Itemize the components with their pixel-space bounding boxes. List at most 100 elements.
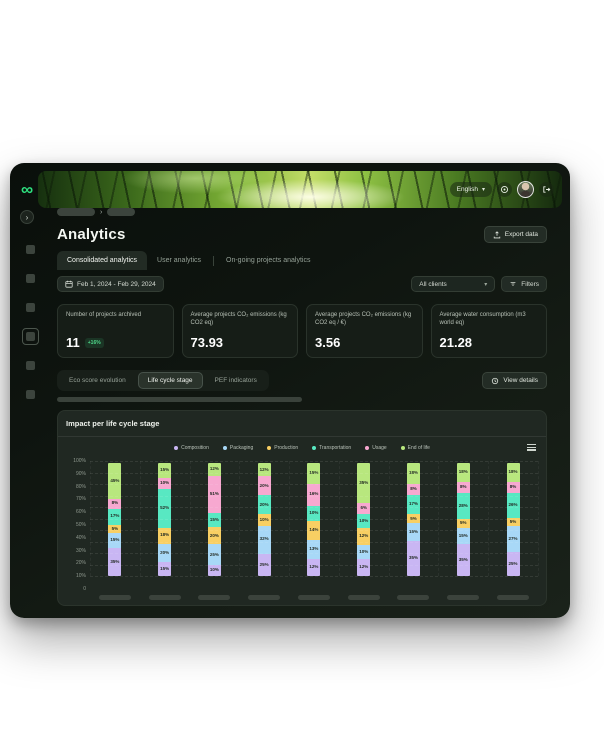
bar-segment-value: 5%: [111, 525, 119, 531]
sidebar-collapse-button[interactable]: ›: [20, 210, 34, 224]
bar-segment-value: 25%: [259, 561, 269, 567]
stat-value-row: 73.93: [191, 335, 290, 350]
chevron-down-icon: ▾: [481, 187, 485, 193]
sidebar-item[interactable]: [21, 328, 39, 345]
sidebar-item[interactable]: [22, 270, 39, 287]
gridline: [488, 461, 490, 576]
bar-segment-value: 17%: [408, 501, 418, 507]
bar-segment-value: 8%: [509, 484, 517, 490]
bar-segment-transportation: 10%: [307, 505, 321, 521]
legend-item-packaging: Packaging: [222, 445, 253, 451]
tab-on-going-projects-analytics[interactable]: On-going projects analytics: [226, 257, 311, 264]
filters-button[interactable]: Filters: [501, 276, 547, 292]
chevron-right-icon: ›: [100, 208, 103, 216]
legend-dot: [312, 446, 317, 450]
stacked-bar[interactable]: 25% 32% 10% 20% 20% 12%: [257, 463, 271, 576]
stacked-bar[interactable]: 12% 13% 14% 10% 16% 15%: [307, 463, 321, 576]
toggle-eco-score-evolution[interactable]: Eco score evolution: [69, 377, 126, 384]
chart-view-toggle: Eco score evolution Life cycle stage PEF i…: [57, 370, 269, 391]
gridline: [90, 541, 538, 543]
bar-segment-usage: 10%: [158, 477, 172, 489]
bar-segment-composition: 35%: [456, 543, 470, 576]
toggle-pef-indicators[interactable]: PEF indicators: [214, 377, 257, 384]
settings-icon[interactable]: [497, 182, 512, 197]
bar-segment-value: 10%: [359, 548, 369, 554]
bar-segment-value: 25%: [209, 551, 219, 557]
stacked-bar[interactable]: 12% 10% 12% 10% 6% 35%: [357, 463, 371, 576]
sidebar-nav: [17, 241, 43, 403]
export-data-label: Export data: [504, 231, 538, 238]
bar-segment-production: 12%: [357, 528, 371, 545]
bar-segment-end-of-life: 15%: [307, 463, 321, 484]
bar-segment-end-of-life: 35%: [357, 463, 371, 504]
gridline: [90, 484, 538, 485]
chart-title: Impact per life cycle stage: [66, 419, 160, 428]
bar-segment-composition: 15%: [158, 561, 172, 576]
bar-segment-usage: 16%: [307, 483, 321, 506]
user-avatar[interactable]: [517, 181, 534, 198]
x-axis-label-skeleton: [297, 595, 330, 600]
tab-consolidated-analytics[interactable]: Consolidated analytics: [57, 251, 148, 270]
y-tick-label: 70%: [75, 496, 86, 503]
y-tick-label: 30%: [75, 547, 86, 554]
stacked-bar[interactable]: 35% 15% 5% 17% 8% 18%: [406, 463, 420, 576]
bar-segment-value: 8%: [459, 484, 467, 490]
sidebar-item-icon: [25, 332, 35, 341]
gridline: [239, 461, 241, 576]
client-select-value: All clients: [419, 280, 447, 288]
tab-divider: [213, 255, 215, 266]
bar-segment-value: 14%: [309, 527, 319, 533]
tab-user-analytics[interactable]: User analytics: [157, 257, 202, 264]
stat-label: Average water consumption (m3 world eq): [439, 312, 526, 326]
bar-segment-value: 15%: [160, 565, 170, 571]
bar-segment-value: 15%: [110, 536, 120, 542]
sidebar-item[interactable]: [22, 241, 39, 258]
bar-segment-value: 15%: [309, 470, 319, 476]
x-axis-label-skeleton: [397, 595, 430, 600]
sidebar-item[interactable]: [22, 386, 39, 403]
legend-dot: [365, 446, 370, 450]
bar-segment-transportation: 20%: [257, 495, 271, 515]
gridline: [338, 461, 340, 576]
divider: [58, 436, 546, 437]
bar-segment-usage: 8%: [506, 481, 520, 493]
bar-segment-value: 15%: [209, 516, 219, 522]
sidebar-item[interactable]: [22, 299, 39, 316]
chart-menu-icon[interactable]: [527, 444, 536, 451]
bar-segment-packaging: 15%: [456, 527, 470, 544]
view-details-label: View details: [503, 377, 538, 384]
y-tick-label: 0: [83, 586, 86, 592]
stacked-bar[interactable]: 15% 20% 18% 52% 10% 15%: [158, 463, 172, 576]
sidebar-item-icon: [25, 274, 35, 283]
logout-icon[interactable]: [539, 182, 554, 197]
y-axis: 100% 90% 80% 70% 60% 50% 40% 30% 20% 10% 0: [66, 458, 90, 592]
bar-segment-value: 13%: [309, 546, 319, 552]
breadcrumb-skeleton: [57, 208, 95, 216]
stacked-bar[interactable]: 35% 15% 5% 28% 8% 18%: [456, 463, 470, 576]
sidebar-item[interactable]: [22, 357, 39, 374]
view-details-button[interactable]: View details: [482, 372, 547, 389]
export-data-button[interactable]: Export data: [483, 226, 547, 243]
bar-segment-value: 35%: [408, 555, 418, 561]
toggle-life-cycle-stage[interactable]: Life cycle stage: [137, 372, 203, 389]
stat-label: Number of projects archived: [66, 312, 142, 318]
y-tick-label: 80%: [75, 483, 86, 490]
language-label: English: [456, 186, 478, 193]
bar-segment-packaging: 13%: [307, 540, 321, 559]
bar-segment-value: 32%: [259, 536, 269, 542]
bar-segment-usage: 51%: [207, 475, 221, 513]
client-select[interactable]: All clients ▾: [411, 276, 496, 292]
bar-segment-value: 18%: [508, 469, 518, 475]
stacked-bar[interactable]: 35% 15% 5% 17% 8% 45%: [108, 463, 122, 576]
language-select[interactable]: English ▾: [449, 182, 492, 197]
stacked-bar[interactable]: 25% 27% 5% 26% 8% 18%: [506, 463, 520, 576]
bar-segment-value: 26%: [508, 501, 518, 507]
bar-segment-value: 5%: [509, 518, 517, 524]
date-range-picker[interactable]: Feb 1, 2024 - Feb 29, 2024: [57, 276, 164, 292]
bar-segment-value: 25%: [508, 560, 518, 566]
bar-segment-packaging: 15%: [406, 523, 420, 541]
bar-segment-value: 18%: [408, 470, 418, 476]
bar-segment-composition: 25%: [506, 551, 520, 576]
stacked-bar[interactable]: 10% 25% 20% 15% 51% 12%: [207, 463, 221, 576]
gridline: [438, 461, 440, 576]
